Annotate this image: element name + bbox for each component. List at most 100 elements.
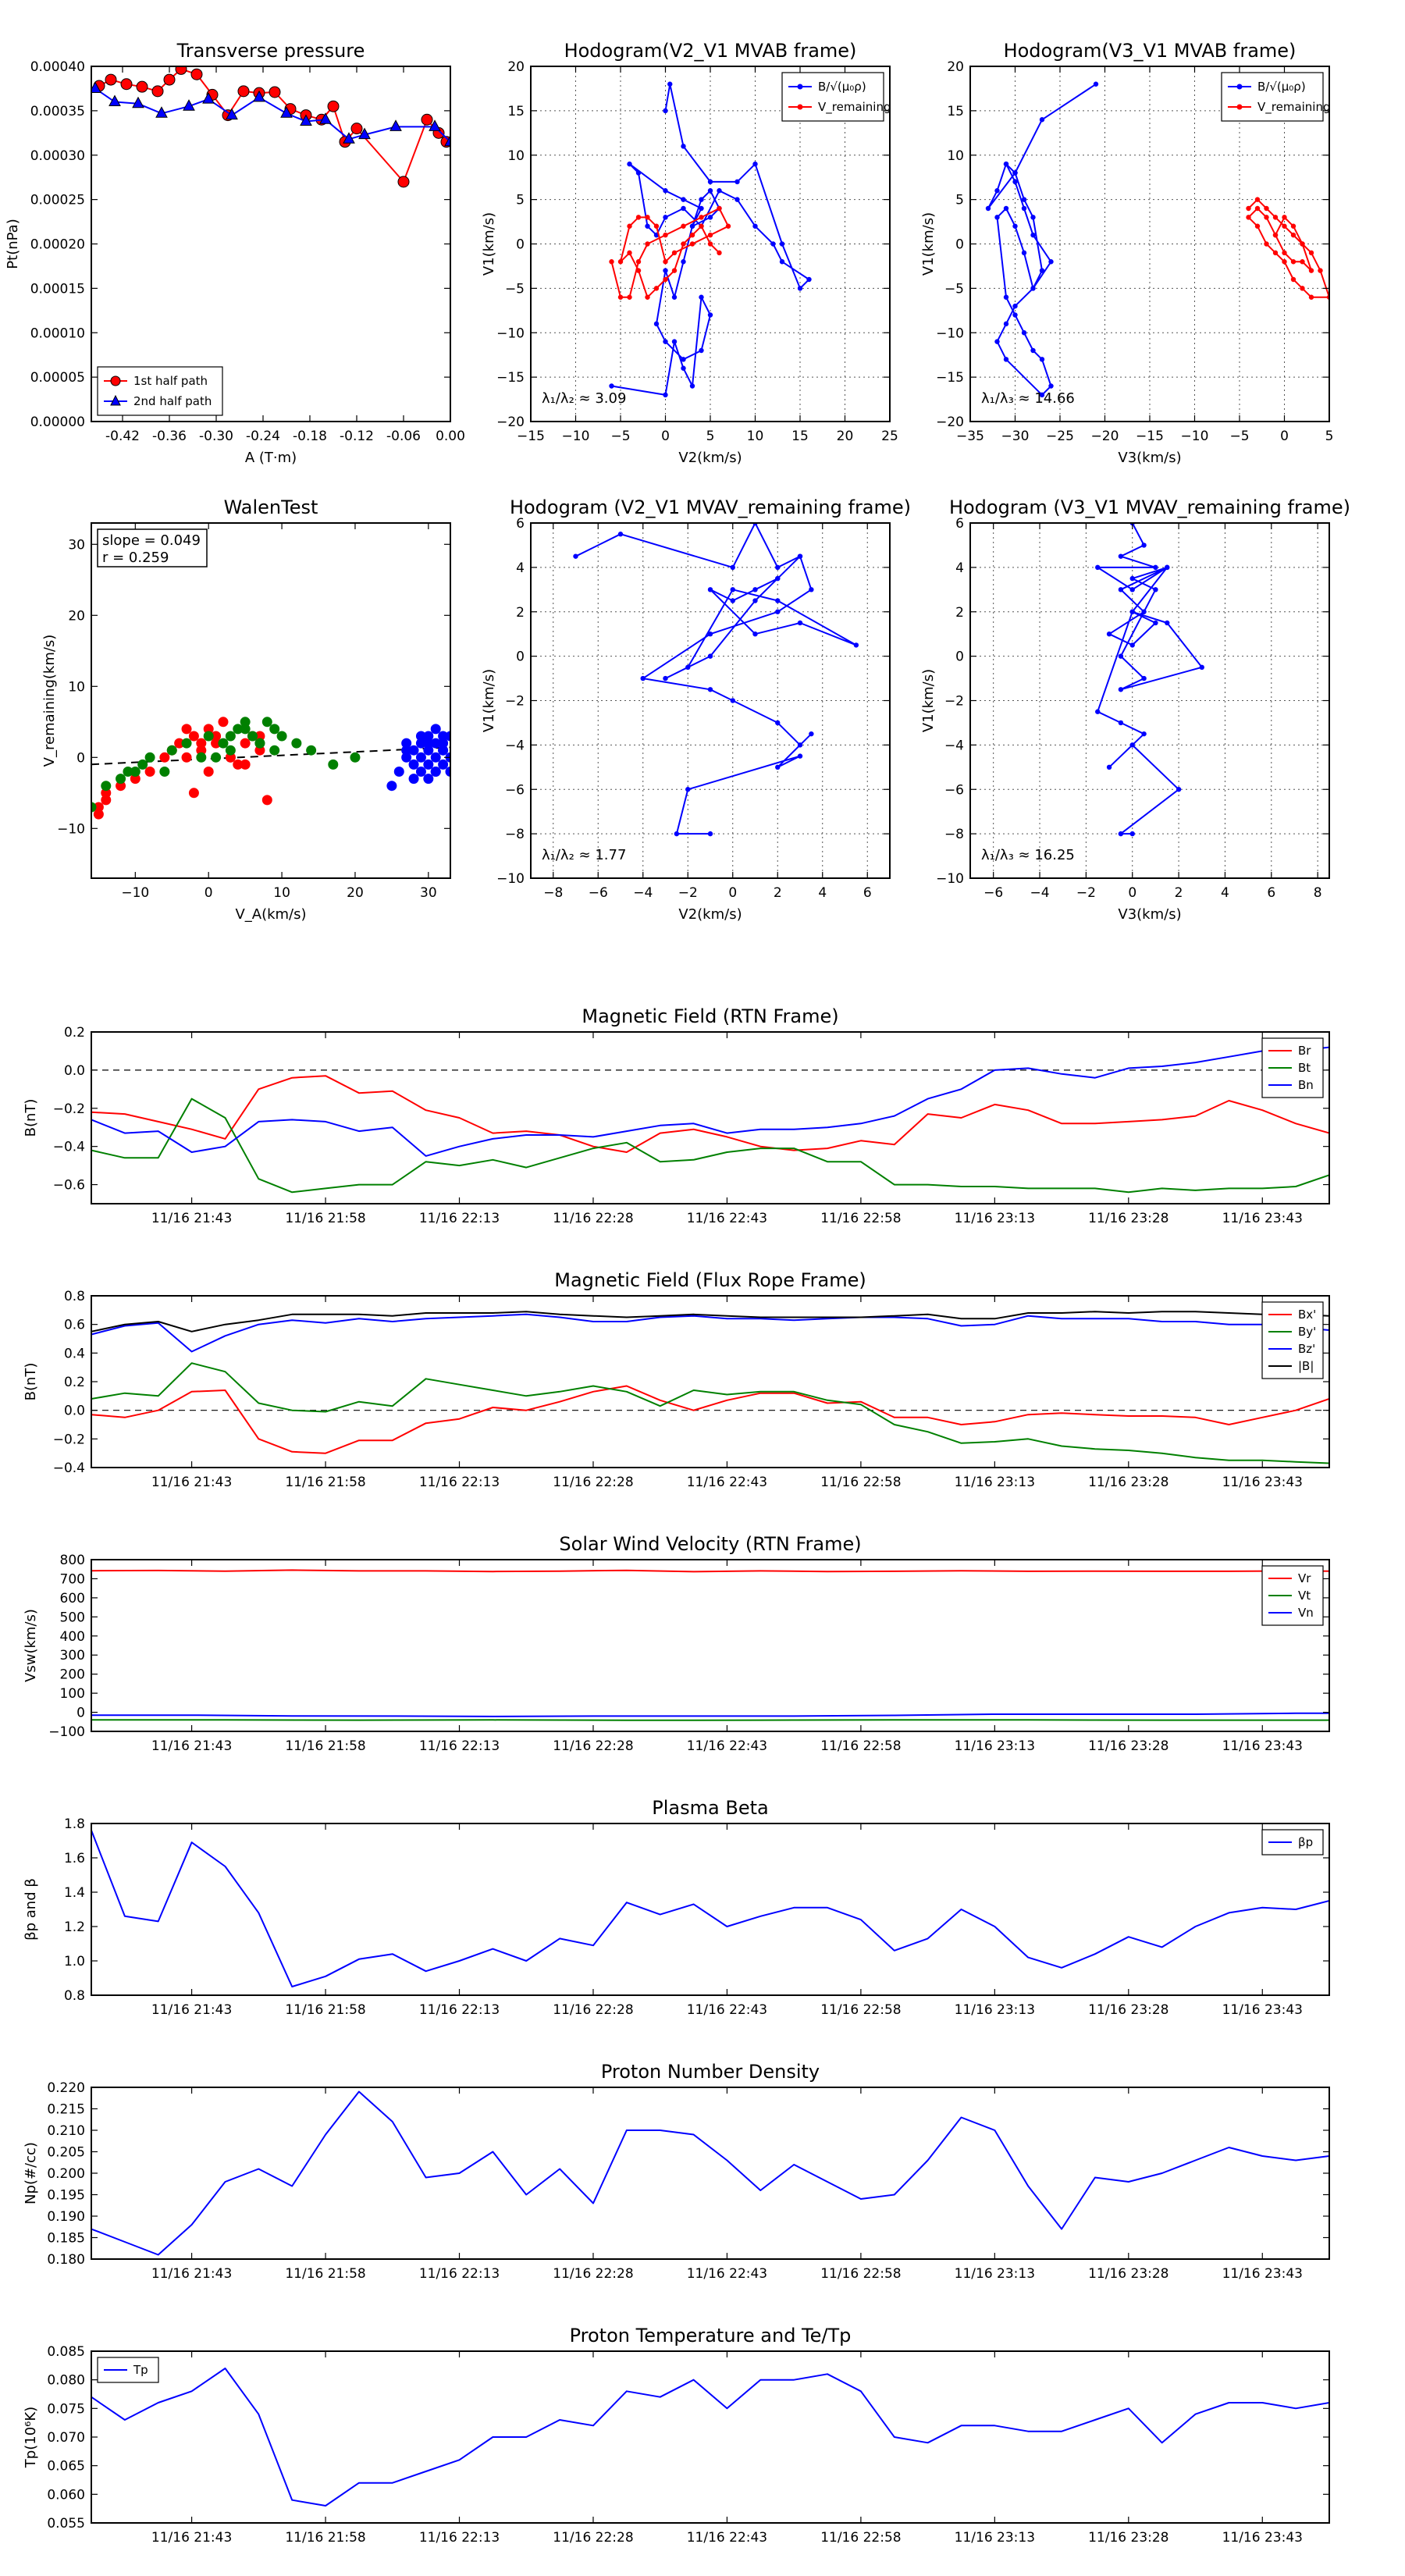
x-tick-label: 11/16 22:13 bbox=[419, 1211, 500, 1226]
x-tick-label: 11/16 22:28 bbox=[553, 2266, 633, 2282]
data-point bbox=[609, 383, 614, 389]
data-point bbox=[327, 100, 340, 112]
data-point bbox=[1118, 553, 1124, 559]
y-tick-label: 2 bbox=[955, 605, 964, 621]
x-tick-label: 20 bbox=[837, 429, 854, 444]
data-point bbox=[1290, 232, 1297, 238]
legend: Vr Vt Vn bbox=[1261, 1565, 1324, 1626]
y-axis-label: B(nT) bbox=[23, 1099, 39, 1137]
plot-area bbox=[91, 1046, 1329, 1194]
x-tick-label: 0 bbox=[1128, 885, 1136, 901]
x-tick-label: 11/16 21:43 bbox=[151, 1475, 232, 1490]
y-tick-label: 100 bbox=[60, 1686, 85, 1702]
data-point bbox=[635, 259, 642, 265]
data-point bbox=[752, 161, 758, 167]
data-point bbox=[707, 587, 713, 592]
data-point bbox=[671, 294, 678, 300]
data-point bbox=[1106, 764, 1112, 770]
series-0-line bbox=[91, 2090, 1329, 2256]
data-point bbox=[188, 731, 199, 742]
data-point bbox=[671, 268, 678, 273]
data-point bbox=[155, 106, 168, 118]
data-point bbox=[994, 339, 1000, 344]
data-point bbox=[181, 752, 192, 763]
legend-label: Br bbox=[1298, 1044, 1311, 1058]
data-point bbox=[1048, 383, 1054, 389]
data-point bbox=[663, 675, 668, 681]
x-tick-label: 11/16 21:58 bbox=[285, 2266, 365, 2282]
x-tick-label: 30 bbox=[420, 885, 437, 901]
data-point bbox=[663, 276, 668, 283]
y-tick-label: 20 bbox=[68, 608, 85, 624]
data-point bbox=[645, 223, 650, 229]
data-point bbox=[707, 179, 713, 185]
x-tick-label: 11/16 22:13 bbox=[419, 1738, 500, 1754]
y-tick-label: 0.4 bbox=[64, 1346, 85, 1361]
data-point bbox=[985, 205, 991, 212]
data-point bbox=[276, 731, 287, 742]
data-point bbox=[261, 795, 272, 806]
y-tick-label: −0.6 bbox=[53, 1178, 85, 1194]
x-tick-label: −4 bbox=[1030, 885, 1050, 901]
data-point bbox=[707, 215, 713, 220]
data-point bbox=[1012, 170, 1018, 176]
data-point bbox=[1129, 831, 1135, 837]
data-point bbox=[1003, 357, 1009, 362]
data-point bbox=[1290, 259, 1297, 265]
x-tick-label: −5 bbox=[1229, 429, 1249, 444]
data-point bbox=[328, 759, 339, 770]
y-tick-label: 0.190 bbox=[47, 2209, 85, 2225]
data-point bbox=[699, 294, 704, 300]
series-bx--line bbox=[91, 1385, 1329, 1454]
x-tick-label: −2 bbox=[678, 885, 698, 901]
data-point bbox=[699, 197, 704, 202]
x-tick-label: 4 bbox=[1221, 885, 1229, 901]
y-axis-label: V1(km/s) bbox=[920, 212, 937, 276]
x-tick-label: 11/16 22:58 bbox=[820, 1738, 901, 1754]
data-point bbox=[430, 767, 441, 777]
data-point bbox=[681, 241, 686, 247]
x-tick-label: 10 bbox=[747, 429, 764, 444]
legend: Tp bbox=[97, 2357, 159, 2383]
axes-frame bbox=[91, 2087, 1330, 2260]
data-point bbox=[350, 123, 363, 135]
data-point bbox=[240, 724, 251, 735]
data-point bbox=[779, 259, 785, 265]
x-axis-label: A (T·m) bbox=[245, 450, 297, 466]
annotation-line: r = 0.259 bbox=[102, 550, 169, 566]
legend-box bbox=[97, 366, 223, 416]
data-point bbox=[1300, 241, 1305, 247]
plot-area bbox=[573, 523, 859, 837]
y-tick-label: 10 bbox=[947, 148, 964, 164]
data-point bbox=[663, 188, 668, 194]
x-tick-label: 11/16 22:43 bbox=[687, 2530, 767, 2546]
annotation: λ₁/λ₂ ≈ 1.77 bbox=[542, 847, 626, 863]
data-point bbox=[240, 738, 251, 749]
y-tick-label: 0 bbox=[516, 649, 525, 665]
y-tick-label: 0.2 bbox=[64, 1025, 85, 1041]
data-point bbox=[730, 598, 735, 603]
data-point bbox=[397, 176, 410, 188]
data-point bbox=[151, 85, 164, 98]
data-point bbox=[1165, 564, 1170, 571]
y-tick-label: 0.00015 bbox=[30, 281, 85, 297]
data-point bbox=[752, 223, 758, 229]
y-tick-label: −15 bbox=[936, 370, 964, 386]
y-tick-label: −15 bbox=[496, 370, 525, 386]
legend-marker bbox=[110, 394, 121, 406]
annotation-box bbox=[97, 528, 208, 568]
x-tick-label: 11/16 22:13 bbox=[419, 2002, 500, 2018]
data-point bbox=[306, 745, 317, 756]
data-point bbox=[1021, 197, 1027, 202]
data-point bbox=[218, 738, 229, 749]
x-tick-label: 11/16 23:13 bbox=[955, 2266, 1035, 2282]
y-tick-label: 0.060 bbox=[47, 2487, 85, 2503]
y-tick-label: 10 bbox=[68, 679, 85, 695]
x-tick-label: 25 bbox=[881, 429, 898, 444]
plot-area bbox=[91, 717, 450, 820]
x-tick-label: −15 bbox=[517, 429, 545, 444]
y-tick-label: −2 bbox=[944, 694, 964, 710]
data-point bbox=[1030, 215, 1036, 220]
data-point bbox=[1254, 205, 1261, 212]
plot-area bbox=[91, 1311, 1329, 1464]
